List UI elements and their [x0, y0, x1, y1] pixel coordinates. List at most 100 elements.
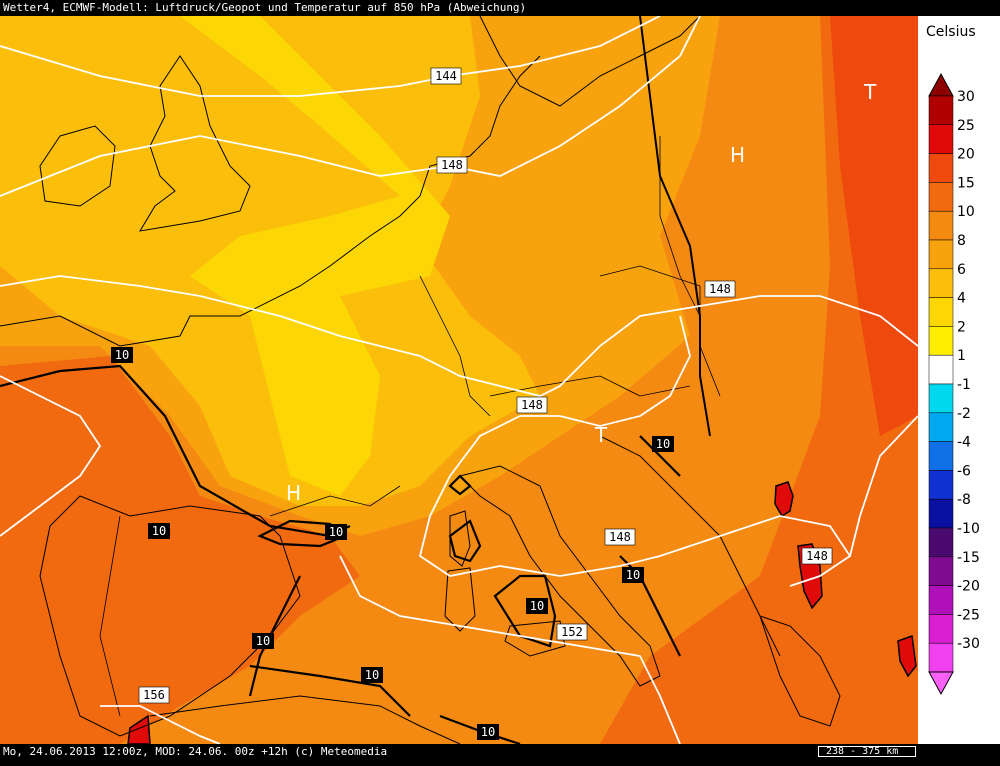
- svg-text:148: 148: [521, 398, 543, 412]
- isotherm-label: 10: [325, 524, 347, 540]
- geopot-label: 148: [436, 156, 468, 174]
- isoline-148-central: [0, 275, 918, 397]
- isoline-156: [100, 705, 221, 744]
- low-pressure-center: T: [863, 80, 877, 104]
- svg-text:148: 148: [709, 282, 731, 296]
- border-poland-south: [599, 265, 721, 397]
- coolest-field-france: [0, 16, 450, 496]
- svg-text:10: 10: [365, 668, 379, 682]
- legend-arrow-top: [928, 72, 954, 97]
- legend-swatch: [928, 585, 954, 615]
- legend-swatch: [928, 182, 954, 212]
- isotherm-10-west: [0, 364, 351, 538]
- legend-tick-label: 2: [957, 319, 966, 335]
- legend-swatch: [928, 470, 954, 500]
- color-legend: Celsius 30 25 20 15 10 8 6 4 2 1 -1 -2 -4 -6 -8 -10 -15 -…: [918, 16, 1000, 744]
- svg-text:156: 156: [143, 688, 165, 702]
- legend-tick-label: -10: [957, 521, 980, 537]
- svg-text:148: 148: [441, 158, 463, 172]
- border-alps: [489, 375, 691, 397]
- greece-outline: [759, 615, 841, 727]
- isotherm-label: 10: [622, 567, 644, 583]
- svg-text:148: 148: [609, 530, 631, 544]
- legend-tick-label: -4: [957, 435, 971, 451]
- isotherm-label: 10: [252, 633, 274, 649]
- hot-field-east: [830, 16, 918, 436]
- legend-swatch: [928, 354, 954, 385]
- high-pressure-center: H: [730, 143, 745, 167]
- isotherm-label: 10: [477, 724, 499, 740]
- isoline-152: [339, 555, 681, 744]
- legend-swatch: [928, 239, 954, 270]
- footer: Mo, 24.06.2013 12:00z, MOD: 24.06. 00z +…: [0, 744, 1000, 760]
- continent-coast-north: [0, 55, 541, 347]
- britain-outline: [139, 55, 251, 232]
- isotherm-10-south: [249, 664, 411, 717]
- isotherm-10-alps: [448, 474, 472, 496]
- svg-text:10: 10: [152, 524, 166, 538]
- legend-swatch: [928, 412, 954, 442]
- weather-map: 144 148 148 148 148 148 152 156 10 10: [0, 16, 918, 744]
- legend-swatch: [928, 95, 954, 126]
- border-portugal: [99, 515, 121, 717]
- legend-tick-label: -1: [957, 377, 971, 393]
- legend-swatch: [928, 614, 954, 644]
- legend-swatch: [928, 527, 954, 558]
- legend-tick-label: 20: [957, 147, 975, 163]
- legend-swatch: [928, 210, 954, 241]
- legend-swatch: [928, 642, 954, 673]
- legend-swatch: [928, 326, 954, 356]
- svg-text:148: 148: [806, 549, 828, 563]
- legend-swatch: [928, 153, 954, 183]
- border-france-spain: [269, 485, 401, 517]
- warm-field-east: [600, 16, 918, 744]
- legend-tick-label: -25: [957, 607, 980, 623]
- legend-swatch: [928, 124, 954, 154]
- sicily-outline: [504, 620, 566, 657]
- border-france-germany: [419, 275, 491, 417]
- iberia-outline: [39, 495, 301, 737]
- legend-colorbar: 30 25 20 15 10 8 6 4 2 1 -1 -2 -4 -6 -8 -10 -15 -20 -25 -30: [928, 72, 980, 696]
- isotherm-10-corsica: [448, 519, 482, 563]
- corsica-outline: [449, 510, 471, 567]
- isoline-148-south: [418, 315, 852, 587]
- isotherm-label: 10: [148, 523, 170, 539]
- geopotential-isolines: [0, 16, 918, 744]
- hot-spot-balkans: [774, 481, 794, 518]
- isotherm-10-adriatic: [619, 555, 681, 657]
- north-africa-coast: [149, 695, 461, 744]
- geopot-label: 148: [801, 547, 833, 565]
- legend-tick-label: 30: [957, 89, 975, 105]
- isotherm-label: 10: [111, 347, 133, 363]
- legend-tick-label: 6: [957, 262, 966, 278]
- geopot-label: 148: [516, 396, 548, 414]
- svg-text:144: 144: [435, 69, 457, 83]
- legend-tick-label: 15: [957, 175, 975, 191]
- legend-tick-label: 25: [957, 118, 975, 134]
- warm-field-iberia: [0, 356, 360, 744]
- scandinavia-coast: [479, 16, 701, 107]
- legend-arrow-bottom: [928, 671, 954, 696]
- ireland-outline: [39, 125, 116, 207]
- legend-tick-label: -2: [957, 406, 971, 422]
- isoline-144: [0, 16, 661, 97]
- italy-outline: [459, 465, 661, 687]
- isoline-148-east: [849, 415, 918, 557]
- isotherm-10-croatia: [639, 435, 681, 477]
- legend-tick-label: 4: [957, 291, 966, 307]
- scale-text: 238 - 375 km: [826, 746, 899, 757]
- svg-text:10: 10: [329, 525, 343, 539]
- hot-spot-africa: [127, 714, 151, 744]
- svg-text:152: 152: [561, 625, 583, 639]
- national-borders: [99, 136, 721, 717]
- high-pressure-center: H: [286, 481, 301, 505]
- legend-swatch: [928, 268, 954, 298]
- hot-spot-turkey: [897, 634, 917, 678]
- weather-map-canvas: 144 148 148 148 148 148 152 156 10 10: [0, 16, 918, 744]
- svg-text:10: 10: [626, 568, 640, 582]
- legend-swatch: [928, 498, 954, 529]
- svg-text:10: 10: [656, 437, 670, 451]
- svg-text:10: 10: [656, 437, 670, 451]
- isoline-148-west: [0, 375, 102, 537]
- legend-tick-label: -30: [957, 636, 980, 652]
